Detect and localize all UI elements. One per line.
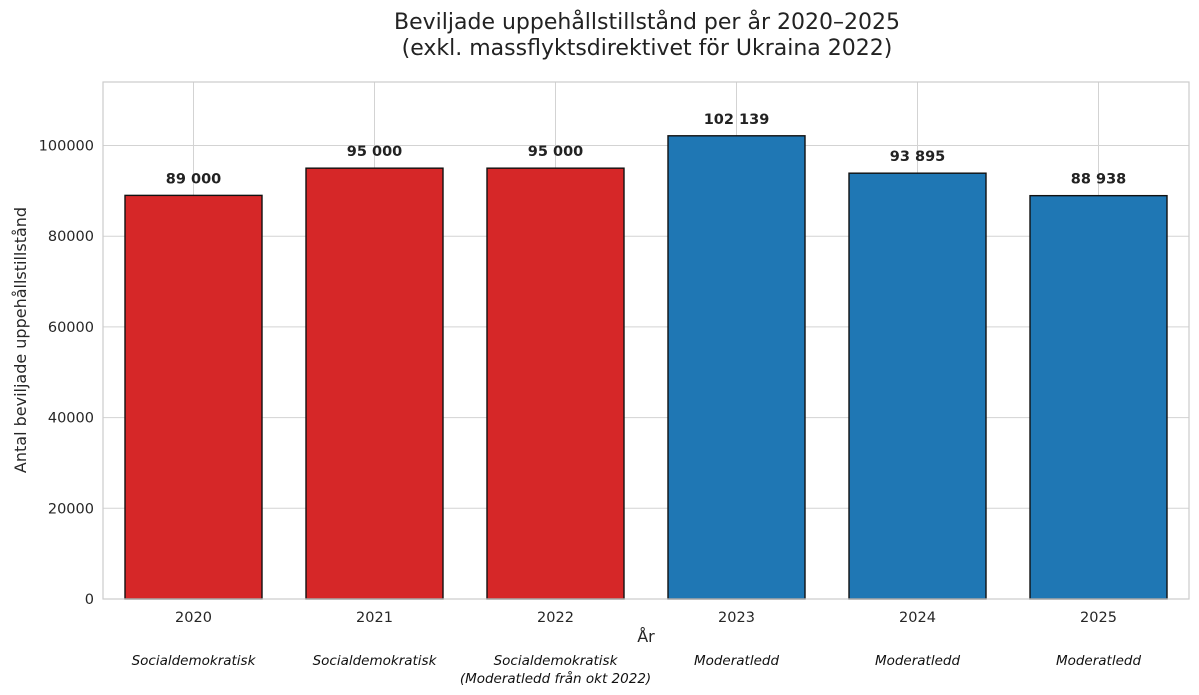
bar-value-label: 95 000 (528, 144, 584, 160)
bar-value-label: 95 000 (347, 144, 403, 160)
government-label: Socialdemokratisk (494, 653, 619, 669)
labels-layer: 0 20000 40000 60000 80000 100000 89 000 2020 Soc… (39, 112, 1142, 687)
y-tick-label: 40000 (48, 411, 94, 427)
y-tick-label: 100000 (39, 138, 94, 154)
x-tick-label: 2023 (718, 610, 755, 626)
bar-value-label: 88 938 (1071, 172, 1127, 188)
x-tick-label: 2020 (175, 610, 212, 626)
government-label: Socialdemokratisk (313, 653, 438, 669)
government-label: Moderatledd (875, 653, 961, 669)
bar-value-label: 102 139 (704, 112, 770, 128)
bar-2023 (667, 135, 806, 600)
bar-value-label: 93 895 (890, 149, 946, 165)
x-tick-label: 2022 (537, 610, 574, 626)
x-axis-label: År (637, 627, 655, 646)
bars-layer (124, 135, 1168, 600)
grid-layer (103, 82, 1189, 600)
y-tick-label: 0 (85, 592, 94, 608)
bar-2025 (1029, 194, 1168, 600)
government-label: (Moderatledd från okt 2022) (460, 670, 651, 687)
bar-2021 (305, 167, 444, 600)
y-tick-label: 80000 (48, 229, 94, 245)
government-label: Moderatledd (1056, 653, 1142, 669)
plot-frame (102, 81, 1190, 600)
government-label: Moderatledd (694, 653, 780, 669)
government-label: Socialdemokratisk (132, 653, 257, 669)
x-tick-label: 2025 (1080, 610, 1117, 626)
chart-title-line1: Beviljade uppehållstillstånd per år 2020… (394, 9, 900, 35)
bar-2020 (124, 194, 263, 600)
y-tick-label: 60000 (48, 320, 94, 336)
y-axis-label: Antal beviljade uppehållstillstånd (11, 207, 30, 473)
x-tick-label: 2024 (899, 610, 936, 626)
x-tick-label: 2021 (356, 610, 393, 626)
y-tick-label: 20000 (48, 501, 94, 517)
bar-value-label: 89 000 (166, 171, 222, 187)
bar-2024 (848, 172, 987, 600)
chart-title-line2: (exkl. massflyktsdirektivet för Ukraina … (402, 36, 893, 61)
bar-2022 (486, 167, 625, 600)
